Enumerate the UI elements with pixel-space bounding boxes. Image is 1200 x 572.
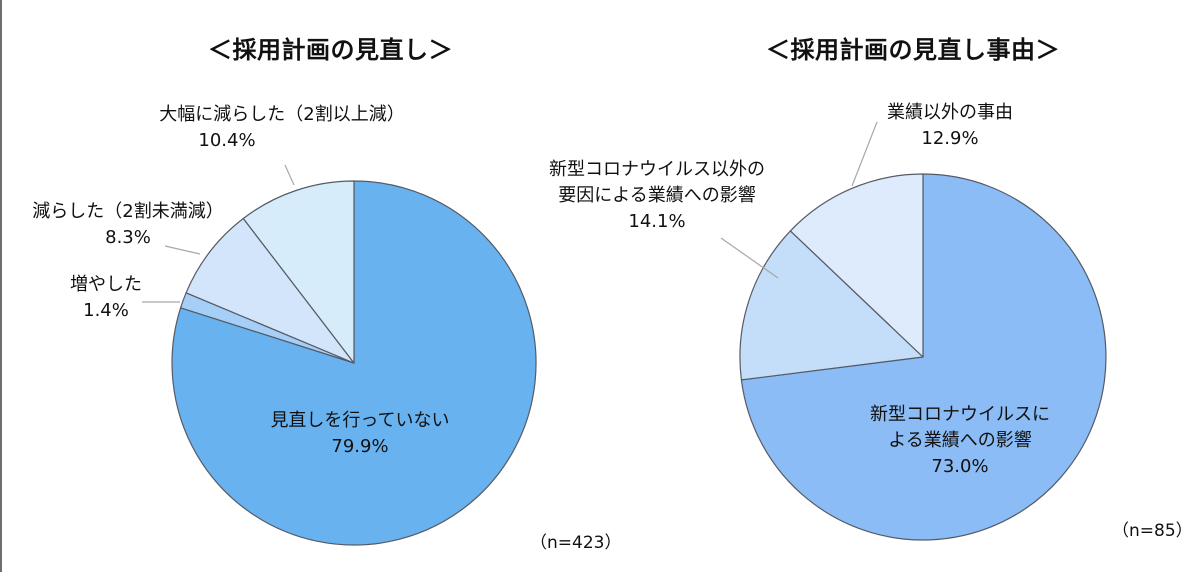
slice-greatly-decreased	[242, 180, 355, 364]
label-non-covid-text2: 要因による業績への影響	[558, 185, 756, 206]
label-increase-pct: 1.4%	[83, 300, 129, 321]
label-non-covid-pct: 14.1%	[628, 211, 686, 232]
label-big-decrease-pct: 10.4%	[198, 130, 256, 151]
label-big-decrease: 大幅に減らした（2割以上減） 10.4%	[132, 102, 432, 154]
slice-covid-impact	[740, 173, 1107, 541]
left-border-line	[0, 0, 2, 572]
left-sample-size: （n=423）	[530, 533, 622, 553]
left-leader-lines	[142, 164, 295, 303]
label-decrease-text: 減らした（2割未満減）	[32, 201, 224, 222]
left-pie	[171, 180, 537, 546]
label-increase-text: 増やした	[70, 274, 142, 295]
label-other-reasons-text: 業績以外の事由	[887, 102, 1013, 123]
label-covid-impact-text1: 新型コロナウイルスに	[870, 404, 1050, 425]
label-other-reasons-pct: 12.9%	[921, 128, 979, 149]
slice-other-reasons	[789, 173, 924, 358]
label-decrease-pct: 8.3%	[105, 227, 151, 248]
label-big-decrease-text: 大幅に減らした（2割以上減）	[159, 104, 405, 125]
label-not-reviewed-pct: 79.9%	[331, 436, 389, 457]
label-covid-impact-pct: 73.0%	[931, 456, 989, 477]
right-leader-lines	[720, 121, 878, 279]
label-covid-impact-text2: よる業績への影響	[888, 430, 1032, 451]
right-sample-size: （n=85）	[1112, 521, 1193, 541]
label-non-covid: 新型コロナウイルス以外の 要因による業績への影響 14.1%	[512, 157, 802, 235]
leader-line-big-decrease	[284, 164, 295, 186]
label-increase: 増やした 1.4%	[56, 272, 156, 324]
slice-decreased	[185, 217, 355, 364]
label-decrease: 減らした（2割未満減） 8.3%	[12, 199, 244, 251]
label-other-reasons: 業績以外の事由 12.9%	[860, 100, 1040, 152]
leader-line-non-covid	[720, 237, 779, 279]
right-pie	[739, 173, 1107, 541]
slice-non-covid-impact	[739, 230, 924, 381]
label-covid-impact: 新型コロナウイルスに よる業績への影響 73.0%	[845, 402, 1075, 480]
left-chart-title: ＜採用計画の見直し＞	[208, 36, 453, 64]
leader-line-decrease	[164, 245, 201, 255]
label-not-reviewed-text: 見直しを行っていない	[270, 410, 450, 431]
leader-line-other	[851, 121, 878, 187]
label-non-covid-text1: 新型コロナウイルス以外の	[549, 159, 765, 180]
label-not-reviewed: 見直しを行っていない 79.9%	[230, 408, 490, 460]
right-chart-title: ＜採用計画の見直し事由＞	[766, 36, 1060, 64]
